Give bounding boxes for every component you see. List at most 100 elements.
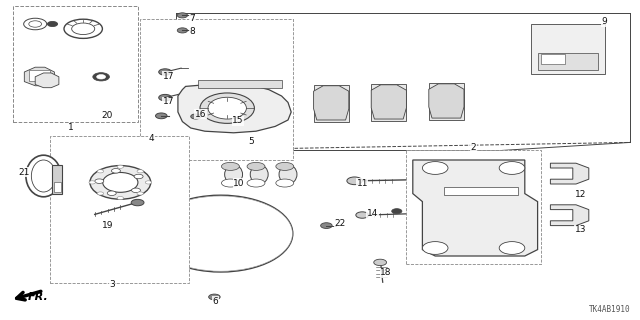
Text: 12: 12 — [575, 190, 586, 199]
Ellipse shape — [158, 200, 283, 267]
Circle shape — [145, 181, 152, 184]
Circle shape — [72, 23, 95, 35]
Ellipse shape — [31, 160, 56, 192]
Circle shape — [499, 162, 525, 174]
Circle shape — [137, 170, 143, 173]
Circle shape — [137, 192, 143, 195]
Circle shape — [321, 223, 332, 228]
Text: 18: 18 — [380, 268, 392, 277]
Text: 17: 17 — [163, 97, 174, 106]
Circle shape — [186, 249, 203, 257]
Polygon shape — [178, 84, 291, 133]
Text: 10: 10 — [233, 179, 244, 188]
Ellipse shape — [208, 97, 246, 119]
Text: 17: 17 — [163, 72, 174, 81]
Text: 9: 9 — [602, 17, 607, 26]
Circle shape — [191, 114, 201, 119]
Ellipse shape — [250, 165, 268, 184]
Circle shape — [95, 179, 104, 183]
Ellipse shape — [221, 179, 239, 187]
Text: 11: 11 — [356, 179, 368, 188]
Bar — [406, 150, 541, 264]
Bar — [429, 83, 464, 120]
Circle shape — [392, 209, 402, 214]
Circle shape — [159, 94, 172, 101]
Ellipse shape — [26, 155, 61, 197]
Ellipse shape — [149, 196, 292, 271]
Polygon shape — [24, 67, 54, 86]
Ellipse shape — [279, 165, 297, 184]
Bar — [444, 187, 518, 195]
Circle shape — [24, 18, 47, 30]
Ellipse shape — [102, 172, 138, 192]
Ellipse shape — [276, 179, 294, 187]
Circle shape — [204, 244, 212, 247]
Ellipse shape — [192, 218, 250, 249]
Circle shape — [356, 212, 369, 218]
Circle shape — [374, 259, 387, 266]
Circle shape — [239, 249, 255, 257]
Ellipse shape — [148, 195, 292, 272]
Polygon shape — [256, 86, 291, 121]
Polygon shape — [550, 163, 589, 184]
Circle shape — [422, 242, 448, 254]
Bar — [140, 19, 293, 160]
Ellipse shape — [152, 197, 290, 270]
Circle shape — [159, 69, 172, 75]
Circle shape — [93, 73, 109, 81]
Polygon shape — [371, 85, 406, 119]
Text: 16: 16 — [195, 110, 206, 119]
Bar — [371, 84, 406, 121]
Polygon shape — [413, 160, 538, 256]
Circle shape — [134, 174, 143, 179]
Text: FR.: FR. — [28, 292, 48, 302]
Ellipse shape — [90, 166, 151, 199]
Text: 21: 21 — [19, 168, 30, 177]
Text: 22: 22 — [335, 219, 346, 228]
Circle shape — [347, 177, 362, 185]
Text: 4: 4 — [149, 134, 154, 143]
Ellipse shape — [225, 165, 243, 184]
Text: 7: 7 — [189, 14, 195, 23]
Ellipse shape — [247, 163, 265, 170]
Circle shape — [97, 170, 104, 173]
Bar — [50, 136, 189, 283]
Circle shape — [64, 19, 102, 38]
Circle shape — [89, 181, 95, 184]
Bar — [256, 85, 291, 122]
Bar — [314, 85, 349, 122]
Bar — [538, 53, 598, 70]
Ellipse shape — [221, 163, 239, 170]
Circle shape — [204, 220, 212, 224]
Text: 2: 2 — [471, 143, 476, 152]
Circle shape — [499, 242, 525, 254]
Circle shape — [422, 162, 448, 174]
Circle shape — [209, 294, 220, 300]
Text: 5: 5 — [249, 137, 254, 146]
Text: 15: 15 — [232, 116, 244, 125]
Text: 3: 3 — [109, 280, 115, 289]
Circle shape — [156, 113, 167, 119]
Polygon shape — [429, 84, 464, 118]
Circle shape — [131, 199, 144, 206]
Text: 13: 13 — [575, 225, 586, 234]
Circle shape — [29, 21, 42, 27]
Bar — [13, 6, 138, 122]
Polygon shape — [198, 87, 234, 122]
Text: 1: 1 — [68, 124, 73, 132]
Ellipse shape — [200, 93, 254, 123]
Bar — [54, 182, 61, 192]
Circle shape — [170, 222, 186, 230]
Ellipse shape — [204, 224, 238, 243]
Polygon shape — [550, 205, 589, 226]
Text: TK4AB1910: TK4AB1910 — [589, 305, 630, 314]
Text: 8: 8 — [189, 28, 195, 36]
Text: 20: 20 — [102, 111, 113, 120]
Bar — [198, 86, 234, 123]
Text: 19: 19 — [102, 221, 113, 230]
Circle shape — [243, 232, 250, 236]
Circle shape — [97, 75, 106, 79]
Circle shape — [255, 222, 272, 230]
Ellipse shape — [276, 163, 294, 170]
Circle shape — [111, 169, 120, 173]
